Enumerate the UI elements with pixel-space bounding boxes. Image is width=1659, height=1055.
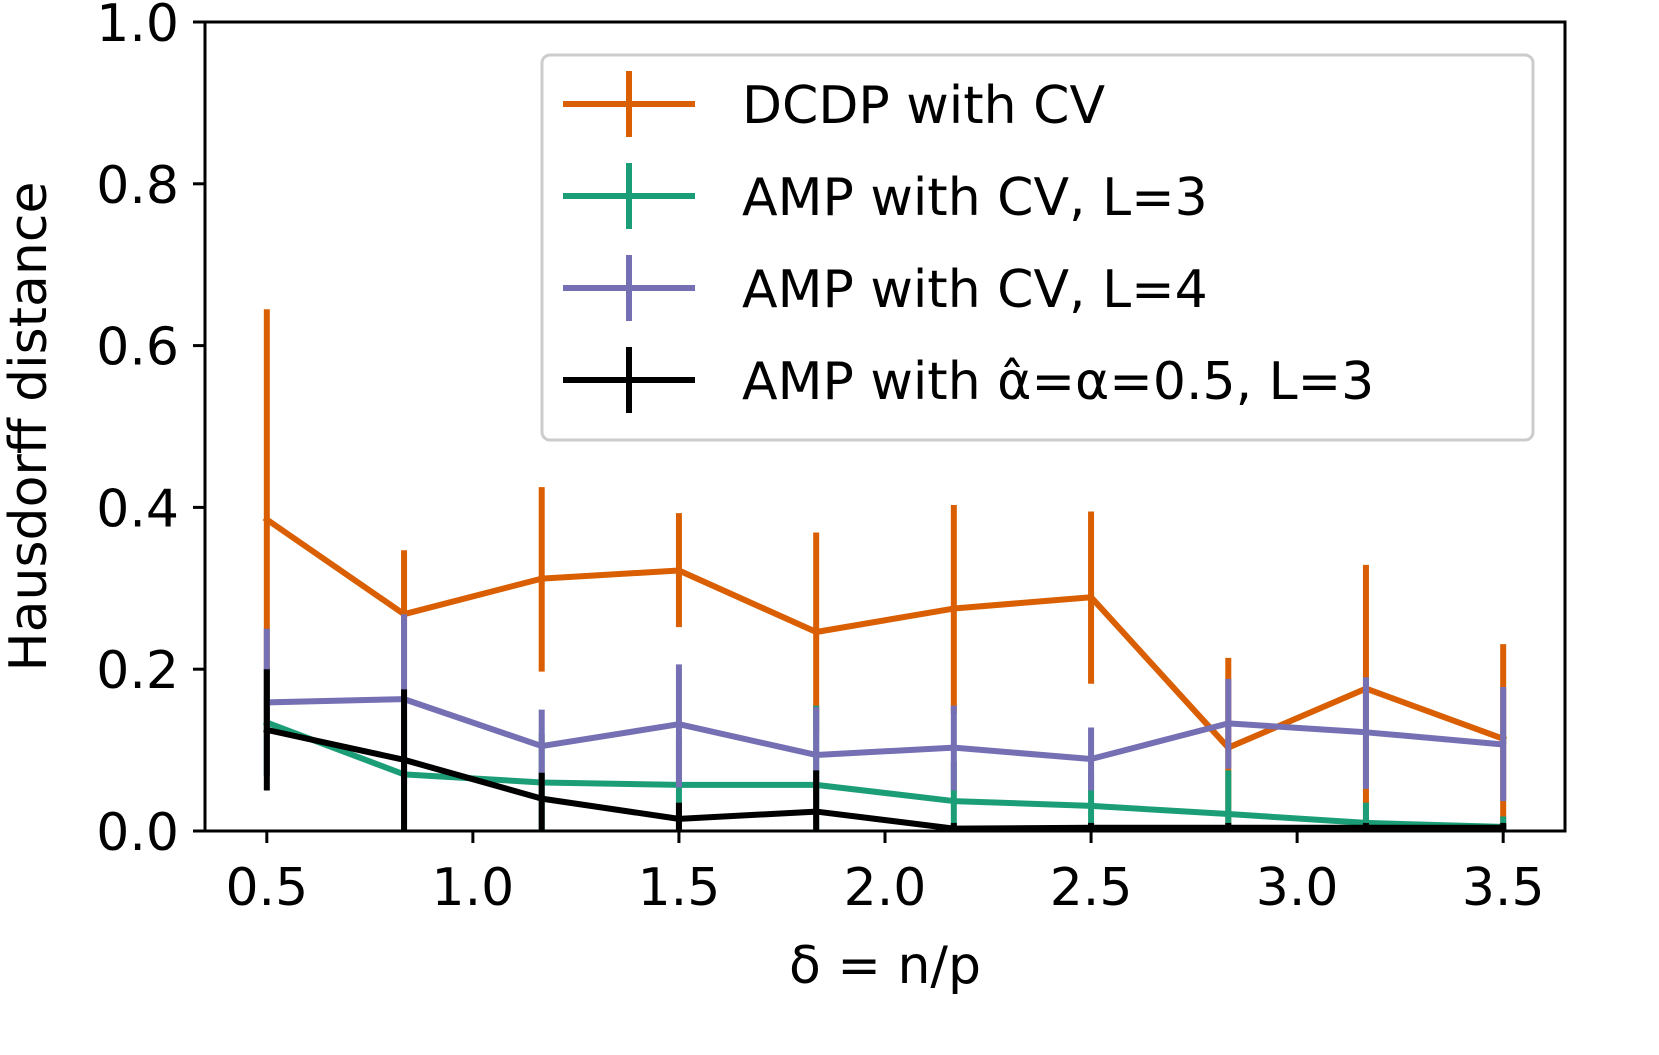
series-line — [263, 696, 1507, 762]
legend: DCDP with CV AMP with CV, L=3 AMP with CV,… — [540, 53, 1535, 442]
legend-box — [540, 53, 1535, 442]
legend-label: AMP with CV, L=3 — [742, 168, 1208, 228]
y-tick-label: 0.4 — [96, 479, 179, 539]
x-tick-label: 3.5 — [1462, 858, 1545, 918]
legend-entry: DCDP with CV — [563, 71, 1105, 137]
x-axis-label: δ = n/p — [789, 936, 981, 996]
x-tick-label: 1.5 — [638, 858, 721, 918]
legend-entry: AMP with CV, L=3 — [563, 163, 1208, 229]
series-group — [262, 309, 1508, 831]
series-2 — [263, 614, 1507, 803]
x-tick-label: 3.0 — [1256, 858, 1339, 918]
y-tick-label: 0.0 — [96, 803, 179, 863]
x-tick-label: 2.5 — [1050, 858, 1133, 918]
x-tick-label: 2.0 — [844, 858, 927, 918]
x-axis: 0.5 1.0 1.5 2.0 2.5 3.0 3.5 — [225, 831, 1545, 918]
series-line — [262, 515, 1508, 751]
x-tick-label: 1.0 — [432, 858, 515, 918]
legend-entry: AMP with α̂=α=0.5, L=3 — [563, 347, 1374, 413]
series-line — [263, 726, 1507, 831]
y-tick-label: 0.2 — [96, 641, 179, 701]
legend-label: AMP with CV, L=4 — [742, 260, 1208, 320]
legend-label: DCDP with CV — [742, 76, 1105, 136]
series-3 — [263, 669, 1507, 831]
legend-label: AMP with α̂=α=0.5, L=3 — [742, 352, 1374, 412]
y-axis-label: Hausdorff distance — [0, 182, 59, 672]
y-axis: 0.0 0.2 0.4 0.6 0.8 1.0 — [96, 0, 205, 863]
y-tick-label: 0.6 — [96, 318, 179, 378]
legend-entry: AMP with CV, L=4 — [563, 255, 1208, 321]
y-tick-label: 0.8 — [96, 156, 179, 216]
y-tick-label: 1.0 — [96, 0, 179, 54]
x-tick-label: 0.5 — [225, 858, 308, 918]
